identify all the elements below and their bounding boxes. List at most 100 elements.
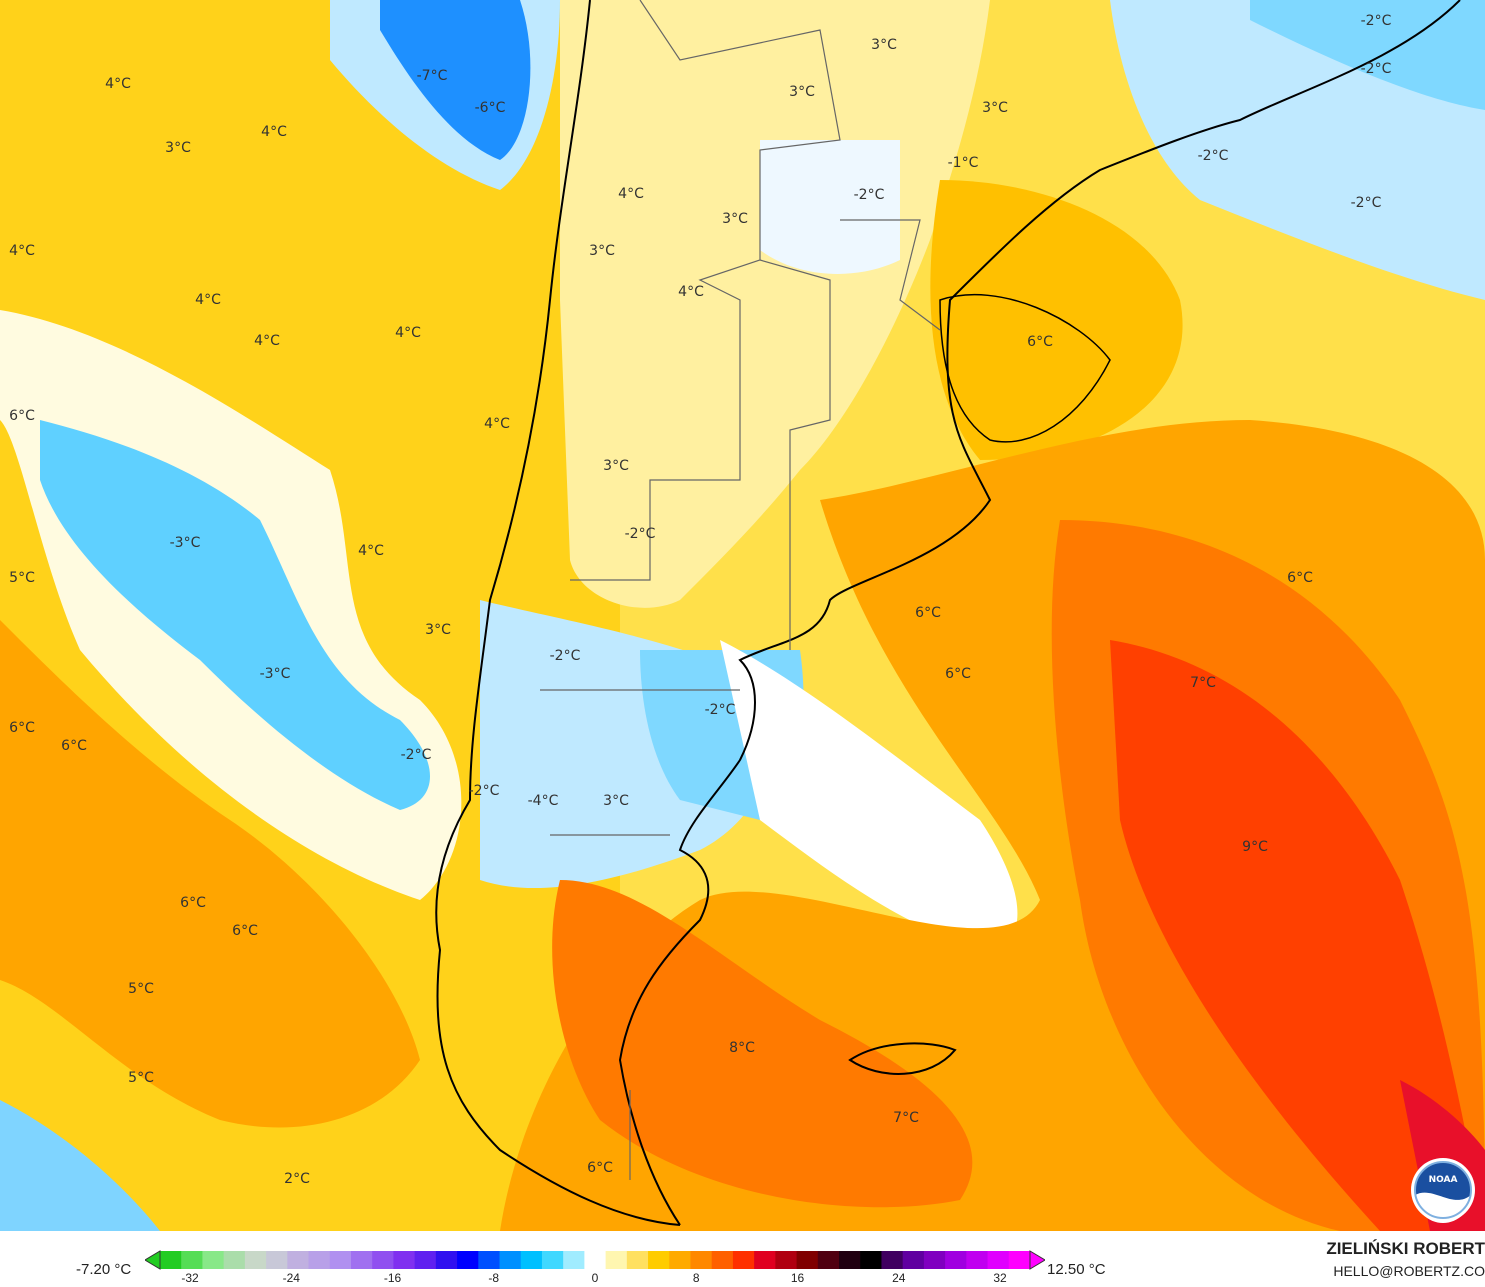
- temperature-label: 9°C: [1242, 839, 1268, 855]
- colorbar-swatch: [499, 1251, 522, 1269]
- temperature-fields: [0, 0, 1485, 1231]
- colorbar-swatch: [541, 1251, 564, 1269]
- colorbar-swatch: [987, 1251, 1010, 1269]
- colorbar-swatch: [393, 1251, 416, 1269]
- colorbar-swatch: [435, 1251, 458, 1269]
- temperature-label: -2°C: [1198, 148, 1229, 164]
- temperature-label: 6°C: [9, 408, 35, 424]
- temperature-label: 6°C: [232, 923, 258, 939]
- temperature-label: -3°C: [260, 666, 291, 682]
- colorbar-swatch: [775, 1251, 798, 1269]
- temperature-label: 8°C: [729, 1040, 755, 1056]
- colorbar-tick: -32: [181, 1271, 199, 1285]
- colorbar-swatch: [881, 1251, 904, 1269]
- svg-text:NOAA: NOAA: [1429, 1175, 1458, 1185]
- temperature-label: 6°C: [180, 895, 206, 911]
- temperature-label: 7°C: [893, 1110, 919, 1126]
- colorbar-tick: 8: [692, 1271, 700, 1285]
- temperature-label: 6°C: [1027, 334, 1053, 350]
- colorbar-swatch: [690, 1251, 713, 1269]
- temperature-label: -6°C: [475, 100, 506, 116]
- temperature-label: -1°C: [948, 155, 979, 171]
- coastlines-and-borders: [435, 0, 1461, 1226]
- author-email: HELLO@ROBERTZ.CO: [1333, 1263, 1485, 1279]
- colorbar-swatch: [223, 1251, 246, 1269]
- temperature-label: 6°C: [915, 605, 941, 621]
- colorbar-tick: 16: [790, 1271, 805, 1285]
- author-name: ZIELIŃSKI ROBERT: [1326, 1239, 1485, 1258]
- temperature-label: 4°C: [484, 416, 510, 432]
- temperature-label: -3°C: [170, 535, 201, 551]
- temperature-label: 2°C: [284, 1171, 310, 1187]
- colorbar-swatch: [308, 1251, 331, 1269]
- temperature-label: 3°C: [603, 793, 629, 809]
- temperature-label: 5°C: [128, 981, 154, 997]
- temperature-label: 6°C: [1287, 570, 1313, 586]
- temperature-label: -2°C: [854, 187, 885, 203]
- colorbar-swatch: [860, 1251, 882, 1269]
- temperature-label: -2°C: [550, 648, 581, 664]
- temperature-label: 7°C: [1190, 675, 1216, 691]
- temperature-label: 3°C: [722, 211, 748, 227]
- colorbar-swatch: [669, 1251, 691, 1269]
- temperature-label: 4°C: [678, 284, 704, 300]
- colorbar-swatch: [520, 1251, 543, 1269]
- colorbar-swatch: [244, 1251, 267, 1269]
- temperature-label: -2°C: [705, 702, 736, 718]
- temperature-label: 4°C: [618, 186, 644, 202]
- colorbar-swatch: [202, 1251, 225, 1269]
- temperature-label: 6°C: [945, 666, 971, 682]
- color-legend: -7.20 °C -32 -24 -16 -8 0 8 16 24 32 12.50 °C ZI…: [0, 1231, 1485, 1287]
- temperature-label: 3°C: [982, 100, 1008, 116]
- colorbar-swatch: [923, 1251, 946, 1269]
- temperature-label: -7°C: [417, 68, 448, 84]
- temperature-label: -4°C: [528, 793, 559, 809]
- colorbar-tick: -16: [383, 1271, 402, 1285]
- temperature-label: -2°C: [401, 747, 432, 763]
- temperature-label: 3°C: [165, 140, 191, 156]
- temperature-label: 3°C: [603, 458, 629, 474]
- colorbar-swatch: [478, 1251, 501, 1269]
- colorbar-swatch: [648, 1251, 670, 1269]
- colorbar-swatch: [181, 1251, 203, 1269]
- colorbar-tick: 24: [892, 1271, 906, 1285]
- colorbar-swatch: [350, 1251, 373, 1269]
- province-borders: [540, 0, 941, 1180]
- colorbar-swatch: [605, 1251, 628, 1269]
- colorbar-swatch: [1008, 1251, 1031, 1269]
- colorbar-swatch: [372, 1251, 394, 1269]
- colorbar-swatch: [457, 1251, 479, 1269]
- colorbar-tick: 0: [591, 1271, 599, 1285]
- temperature-label: -2°C: [1351, 195, 1382, 211]
- colorbar-swatch: [711, 1251, 734, 1269]
- colorbar: [145, 1250, 1045, 1270]
- max-value: 12.50 °C: [1047, 1261, 1106, 1278]
- temperature-map: 4°C -7°C -6°C 4°C 3°C 4°C 4°C 4°C 4°C 6°C 4°C -3°C 4…: [0, 0, 1485, 1232]
- temperature-label: 3°C: [789, 84, 815, 100]
- colorbar-swatch: [839, 1251, 861, 1269]
- colorbar-tick: 32: [993, 1271, 1007, 1285]
- colorbar-swatch: [945, 1251, 967, 1269]
- noaa-logo: NOAA: [1411, 1158, 1475, 1223]
- temperature-label: -2°C: [1361, 13, 1392, 29]
- temperature-label: 6°C: [61, 738, 87, 754]
- colorbar-swatch: [732, 1251, 755, 1269]
- temperature-label: -2°C: [469, 783, 500, 799]
- colorbar-tick: -24: [282, 1271, 300, 1285]
- colorbar-swatch: [626, 1251, 649, 1269]
- colorbar-swatch: [160, 1251, 182, 1269]
- colorbar-swatch: [817, 1251, 840, 1269]
- temperature-label: -2°C: [625, 526, 656, 542]
- temperature-label: 3°C: [589, 243, 615, 259]
- colorbar-swatch: [754, 1251, 776, 1269]
- colorbar-swatch: [414, 1251, 437, 1269]
- colorbar-swatch: [563, 1251, 585, 1269]
- min-value: -7.20 °C: [76, 1261, 132, 1278]
- temperature-labels: 4°C -7°C -6°C 4°C 3°C 4°C 4°C 4°C 4°C 6°C 4°C -3°C 4…: [9, 13, 1391, 1187]
- colorbar-max-arrow: [1029, 1250, 1045, 1270]
- temperature-label: 3°C: [871, 37, 897, 53]
- temperature-label: -2°C: [1361, 61, 1392, 77]
- temperature-label: 3°C: [425, 622, 451, 638]
- colorbar-swatch: [966, 1251, 989, 1269]
- colorbar-min-arrow: [145, 1250, 161, 1270]
